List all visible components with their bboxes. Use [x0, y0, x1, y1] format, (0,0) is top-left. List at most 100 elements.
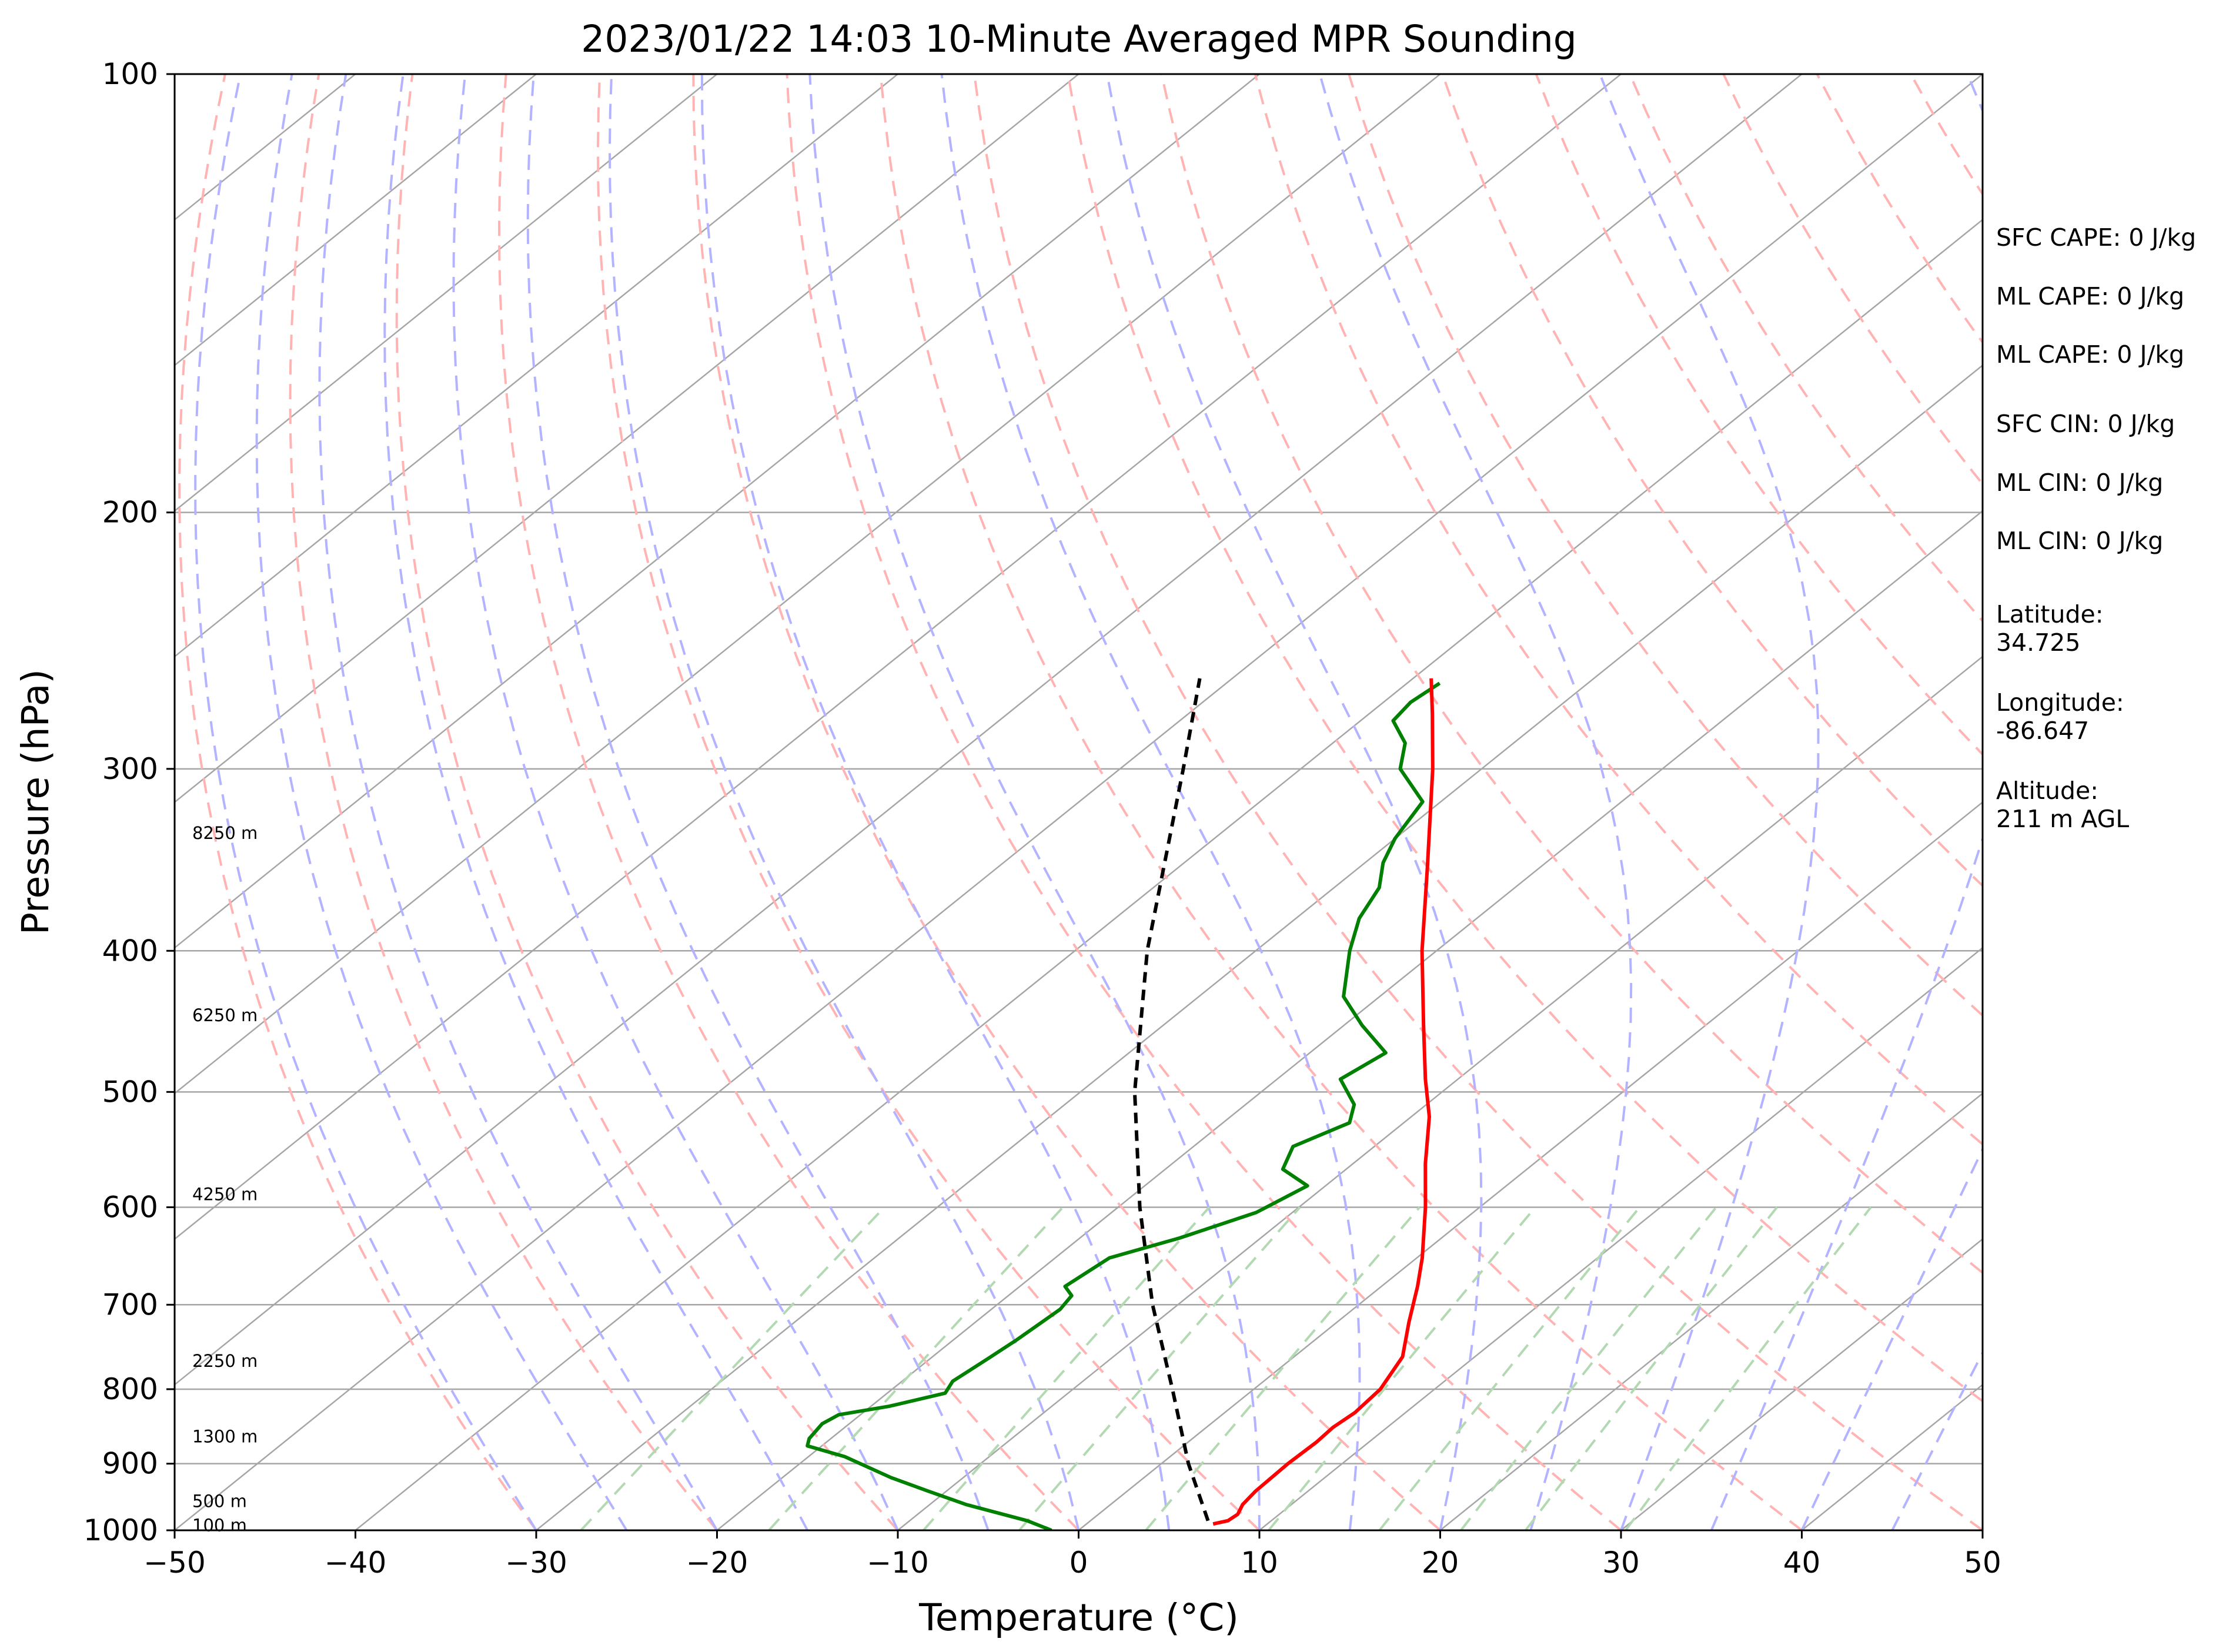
moist-adiabat-line	[700, 74, 1171, 1530]
y-tick-label: 900	[102, 1447, 158, 1481]
altitude-label: 6250 m	[192, 1005, 258, 1025]
altitude-label: 8250 m	[192, 823, 258, 843]
isotherm-line	[536, 364, 1983, 1530]
sounding-index-text: ML CAPE: 0 J/kg	[1996, 282, 2184, 310]
altitude-label: 2250 m	[192, 1351, 258, 1371]
sounding-index-text: SFC CIN: 0 J/kg	[1996, 410, 2175, 438]
dry-adiabat-line	[1441, 74, 1983, 888]
y-tick-label: 400	[102, 934, 158, 968]
mixing-ratio-line	[1460, 1206, 1717, 1530]
moist-adiabat-line	[808, 74, 1261, 1530]
sounding-indices: SFC CAPE: 0 J/kg ML CAPE: 0 J/kg ML CAPE: …	[1996, 223, 2196, 833]
x-axis-label: Temperature (°C)	[918, 1596, 1239, 1639]
mixing-ratio-line	[580, 1206, 885, 1530]
y-tick-label: 300	[102, 752, 158, 786]
isotherm-line	[175, 74, 1622, 1240]
moist-adiabat-line	[940, 74, 1361, 1530]
mixing-ratio-line	[1145, 1206, 1421, 1530]
moist-adiabat-line	[383, 74, 809, 1530]
sounding-index-text: ML CIN: 0 J/kg	[1996, 469, 2163, 497]
isotherm-line	[175, 74, 1983, 1530]
x-tick-label: −10	[867, 1546, 929, 1580]
sounding-index-text: SFC CAPE: 0 J/kg	[1996, 223, 2196, 252]
isotherm-line	[175, 74, 537, 367]
y-axis-label: Pressure (hPa)	[14, 669, 57, 935]
dry-adiabat-line	[692, 74, 1441, 1530]
sounding-index-text: Longitude: -86.647	[1996, 688, 2124, 745]
isotherm-line	[1259, 947, 1983, 1530]
moist-adiabat-line	[1106, 74, 1483, 1530]
dry-adiabat-line	[596, 74, 1261, 1530]
isotherm-line	[175, 74, 1260, 949]
isotherm-line	[175, 74, 898, 658]
isotherm-line	[1078, 801, 1983, 1530]
dry-adiabat-line	[879, 74, 1803, 1530]
dry-adiabat-line	[1348, 74, 1983, 1017]
mixing-ratio-line	[768, 1206, 1064, 1530]
x-tick-label: 40	[1783, 1546, 1821, 1580]
dewpoint-profile-line	[805, 681, 1441, 1530]
temperature-profile-line	[1212, 678, 1435, 1526]
altitude-label: 100 m	[192, 1515, 247, 1535]
y-tick-label: 800	[102, 1372, 158, 1406]
dry-adiabat-line	[395, 74, 899, 1530]
x-tick-label: 50	[1964, 1546, 2001, 1580]
isotherm-line	[175, 74, 1441, 1095]
mixing-ratio-line	[1625, 1206, 1872, 1530]
dry-adiabat-line	[973, 74, 1983, 1530]
isotherm-line	[1620, 1238, 1983, 1530]
chart-title: 2023/01/22 14:03 10-Minute Averaged MPR …	[581, 18, 1577, 61]
y-tick-label: 200	[102, 496, 158, 530]
moist-adiabat-line	[1599, 74, 1820, 1530]
x-tick-label: 10	[1241, 1546, 1278, 1580]
dry-adiabat-line	[1722, 74, 1983, 486]
x-tick-label: −30	[505, 1546, 567, 1580]
dry-adiabat-line	[1535, 74, 1983, 757]
altitude-labels: 8250 m 6250 m 4250 m 2250 m 1300 m 500 m 100 m	[192, 823, 258, 1536]
dry-adiabat-line	[178, 74, 537, 1530]
moist-adiabat-line	[255, 74, 628, 1530]
isotherm-line	[355, 219, 1983, 1530]
isotherm-line	[1439, 1092, 1983, 1530]
dry-adiabat-line	[497, 74, 1079, 1530]
altitude-label: 500 m	[192, 1491, 247, 1511]
isotherm-line	[175, 74, 1079, 804]
y-tick-label: 100	[102, 57, 158, 91]
moist-adiabat-line	[1318, 74, 1633, 1530]
dry-adiabat-line	[1067, 74, 1983, 1403]
y-tick-label: 700	[102, 1288, 158, 1322]
moist-adiabat-line	[608, 74, 1080, 1530]
mixing-ratio-line	[1378, 1206, 1641, 1530]
y-tick-label: 1000	[83, 1513, 158, 1547]
mixing-ratio-line	[1525, 1206, 1778, 1530]
x-tick-label: −20	[686, 1546, 748, 1580]
x-tick-label: 0	[1069, 1546, 1088, 1580]
moist-adiabat-line	[318, 74, 718, 1530]
sounding-index-text: ML CIN: 0 J/kg	[1996, 527, 2163, 555]
dry-adiabat-line	[1160, 74, 1983, 1275]
altitude-label: 1300 m	[192, 1426, 258, 1446]
altitude-label: 4250 m	[192, 1185, 258, 1205]
mixing-ratio-line	[1018, 1206, 1301, 1530]
moist-adiabat-line	[526, 74, 990, 1530]
axis-ticks: −50 −40 −30 −20 −10 0 10 20 30 40 50 100 200 300 400 50…	[83, 57, 2001, 1580]
isotherm-line	[716, 510, 1983, 1530]
x-tick-label: −40	[325, 1546, 387, 1580]
dry-adiabat-line	[289, 74, 718, 1530]
sounding-index-text: Altitude: 211 m AGL	[1996, 777, 2129, 833]
background-lines	[175, 74, 2226, 1530]
sounding-index-text: Latitude: 34.725	[1996, 600, 2104, 657]
x-tick-label: 30	[1602, 1546, 1640, 1580]
x-tick-label: 20	[1422, 1546, 1459, 1580]
mixing-ratio-line	[1268, 1206, 1536, 1530]
y-tick-label: 600	[102, 1190, 158, 1224]
dry-adiabat-line	[786, 74, 1622, 1530]
isotherm-line	[175, 74, 718, 512]
isotherm-line	[897, 656, 1983, 1530]
moist-adiabat-line	[452, 74, 899, 1530]
isotherm-line	[175, 74, 1803, 1386]
dry-adiabat-line	[2192, 74, 2226, 1530]
sounding-index-text: ML CAPE: 0 J/kg	[1996, 340, 2184, 369]
mixing-ratio-line	[923, 1206, 1211, 1530]
